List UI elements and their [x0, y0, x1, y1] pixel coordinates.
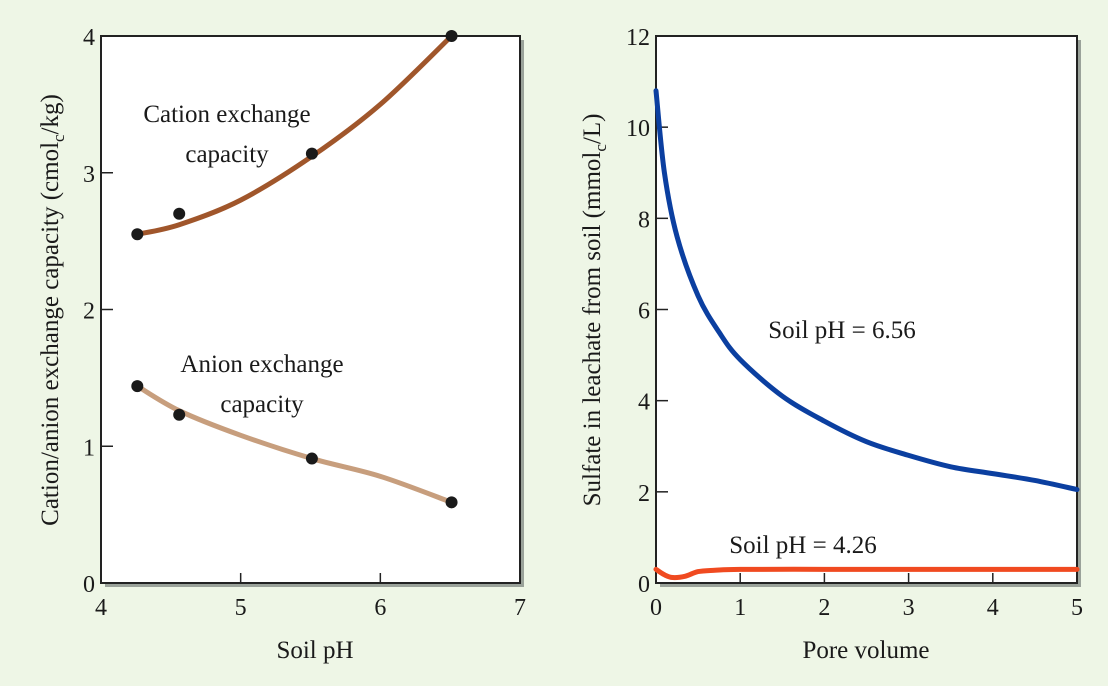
- left-y-tick-label: 2: [83, 299, 95, 325]
- right-y-tick-label: 6: [638, 299, 650, 325]
- right-y-tick-label: 0: [638, 572, 650, 598]
- data-point-cation-exchange-capacity: [131, 228, 144, 241]
- right-y-tick-label: 12: [626, 25, 650, 51]
- left-x-axis-title: Soil pH: [276, 637, 353, 664]
- left-x-tick-label: 7: [514, 595, 526, 621]
- left-y-tick-label: 0: [83, 572, 95, 598]
- aec-label-line2: capacity: [220, 391, 304, 418]
- series-line-soil-ph-4-26: [653, 566, 1080, 581]
- left-y-axis-title: Cation/anion exchange capacity (cmolc/kg…: [37, 94, 68, 526]
- series-line-soil-ph-6-56: [653, 88, 1080, 493]
- right-y-axis-title-sub: c: [591, 144, 610, 152]
- data-point-anion-exchange-capacity: [131, 380, 144, 393]
- right-y-axis-title-main: Sulfate in leachate from soil (mmol: [579, 152, 606, 507]
- left-y-axis-title-main: Cation/anion exchange capacity (cmol: [37, 142, 64, 526]
- cec-label-line2: capacity: [185, 141, 269, 168]
- left-y-tick-label: 3: [83, 162, 95, 188]
- right-y-tick-label: 4: [638, 390, 650, 416]
- data-point-anion-exchange-capacity: [173, 408, 186, 421]
- right-x-tick-label: 4: [987, 595, 999, 621]
- right-y-tick-label: 2: [638, 481, 650, 507]
- series-label-ph426: Soil pH = 4.26: [729, 532, 876, 559]
- right-y-axis-title-tail: /L): [579, 114, 606, 145]
- aec-label-line1: Anion exchange: [180, 351, 343, 378]
- data-point-anion-exchange-capacity: [445, 496, 458, 509]
- right-plot-area: [655, 35, 1078, 584]
- left-x-tick-label: 4: [95, 595, 107, 621]
- series-label-ph656: Soil pH = 6.56: [768, 317, 915, 344]
- cec-label-line1: Cation exchange: [143, 101, 310, 128]
- right-x-tick-label: 3: [903, 595, 915, 621]
- right-x-tick-label: 5: [1071, 595, 1083, 621]
- left-y-tick-label: 1: [83, 435, 95, 461]
- right-x-tick-label: 1: [734, 595, 746, 621]
- left-x-tick-label: 5: [235, 595, 247, 621]
- data-point-anion-exchange-capacity: [305, 452, 318, 465]
- right-y-tick-label: 10: [626, 116, 650, 142]
- right-x-tick-label: 2: [818, 595, 830, 621]
- left-y-axis-title-tail: /kg): [37, 94, 64, 134]
- left-x-tick-label: 6: [374, 595, 386, 621]
- left-plot-area: [100, 35, 521, 584]
- data-point-cation-exchange-capacity: [173, 207, 186, 220]
- left-y-tick-label: 4: [83, 25, 95, 51]
- left-chart: 4 5 6 7 0 1 2 3 4 Soil pH Cation/anion exchange …: [37, 25, 526, 664]
- right-x-axis-title: Pore volume: [802, 637, 929, 664]
- right-y-tick-label: 8: [638, 207, 650, 233]
- data-point-cation-exchange-capacity: [445, 30, 458, 42]
- left-y-axis-title-sub: c: [49, 134, 68, 142]
- data-point-cation-exchange-capacity: [305, 147, 318, 160]
- right-y-axis-title: Sulfate in leachate from soil (mmolc/L): [579, 114, 610, 507]
- series-line-cation-exchange-capacity: [134, 33, 455, 237]
- right-x-tick-label: 0: [650, 595, 662, 621]
